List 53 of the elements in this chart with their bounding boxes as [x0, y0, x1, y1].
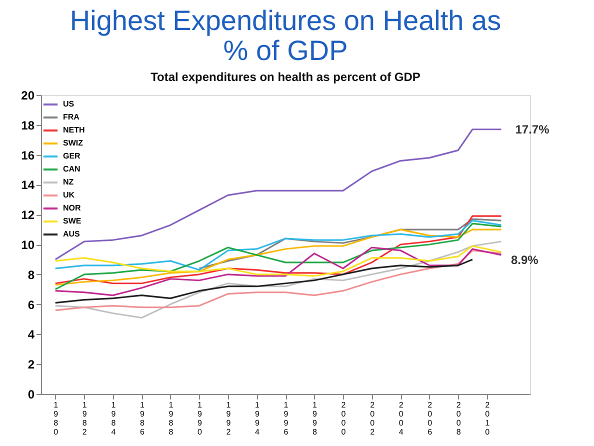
y-tick-label: 0: [28, 388, 35, 402]
y-tick-label: 14: [21, 178, 35, 192]
line-series: [54, 258, 474, 304]
line-series: [54, 220, 502, 271]
legend-label: NETH: [63, 126, 85, 134]
y-tick-label: 6: [28, 298, 35, 312]
x-tick-label: 1 9 8 0: [54, 400, 59, 436]
x-tick-label: 2 0 0 4: [398, 400, 404, 436]
x-tick-label: 1 9 9 0: [197, 400, 202, 436]
chart-subtitle: Total expenditures on health as percent of GDP: [150, 70, 420, 84]
y-tick-label: 16: [21, 148, 35, 162]
y-tick-label: 8: [28, 268, 35, 282]
x-tick-label: 1 9 8 4: [111, 400, 116, 436]
legend-label: US: [63, 100, 75, 108]
x-tick-label: 1 9 9 8: [312, 400, 318, 436]
x-tick-label: 1 9 9 6: [284, 400, 289, 436]
legend-label: AUS: [63, 230, 81, 238]
legend-label: UK: [63, 190, 75, 200]
x-tick-label: 1 9 8 6: [140, 400, 145, 436]
legend-label: NZ: [63, 178, 74, 186]
x-tick-label: 2 0 1 0: [485, 400, 490, 436]
legend-label: SWE: [63, 216, 82, 226]
line-series: [54, 128, 502, 260]
y-tick-label: 10: [21, 238, 35, 252]
line-series: [54, 228, 502, 286]
legend-label: SWIZ: [63, 138, 84, 148]
x-tick-label: 2 0 0 2: [370, 400, 376, 436]
legend-label: NOR: [63, 204, 81, 212]
y-tick-label: 2: [28, 358, 35, 372]
y-tick-label: 12: [21, 208, 35, 222]
line-series: [54, 246, 502, 296]
legend-label: GER: [63, 152, 81, 160]
line-series: [54, 215, 502, 284]
annotation: 17.7%: [515, 122, 550, 136]
line-series: [54, 222, 502, 290]
x-tick-label: 2 0 0 6: [428, 400, 433, 436]
line-series: [54, 245, 502, 277]
annotation: 8.9%: [511, 253, 539, 267]
text: Highest Expenditures on Health as: [70, 5, 502, 36]
y-tick-label: 20: [21, 88, 35, 102]
text: % of GDP: [223, 35, 348, 66]
x-tick-label: 1 9 8 2: [82, 400, 88, 436]
x-tick-label: 2 0 0 0: [341, 400, 346, 436]
line-series: [54, 250, 502, 312]
x-tick-label: 2 0 0 8: [456, 400, 462, 436]
y-tick-label: 4: [28, 328, 35, 342]
x-tick-label: 1 9 9 2: [226, 400, 232, 436]
x-tick-label: 1 9 8 8: [168, 400, 174, 436]
y-tick-label: 18: [21, 118, 35, 132]
legend-label: CAN: [63, 164, 81, 174]
legend-label: FRA: [63, 112, 80, 122]
line-series: [54, 240, 502, 319]
x-tick-label: 1 9 9 4: [255, 400, 260, 436]
